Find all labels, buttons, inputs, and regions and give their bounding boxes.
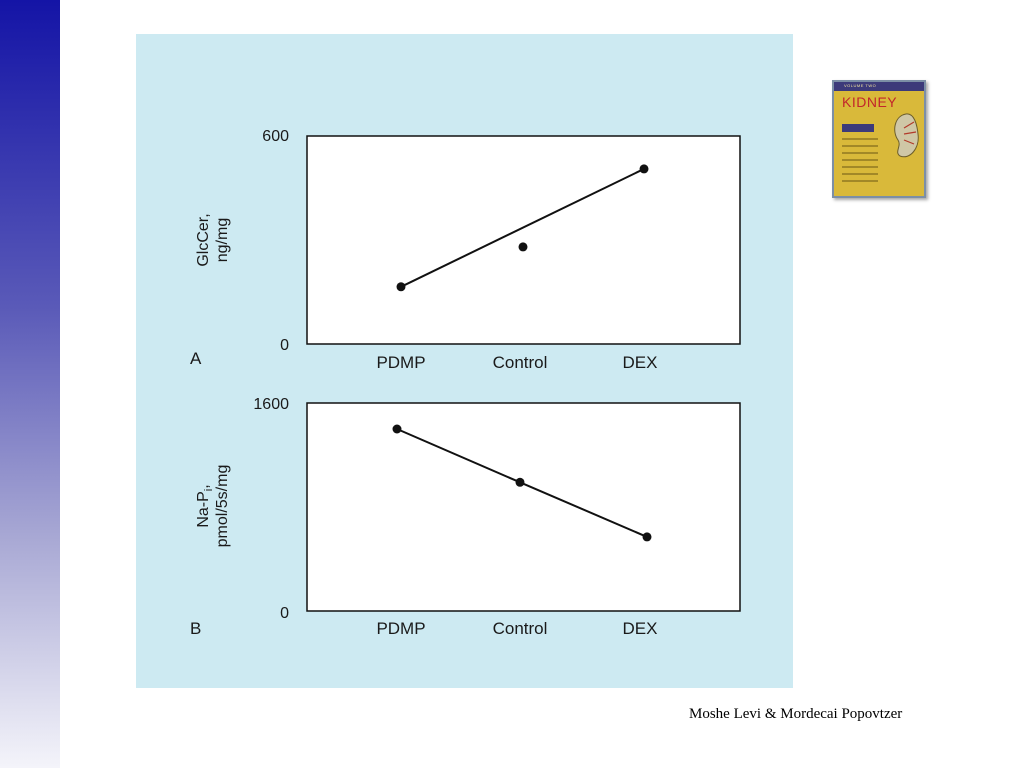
chart-a-xtick-pdmp: PDMP xyxy=(376,353,425,372)
chart-a-ylabel-line2: ng/mg xyxy=(214,218,231,262)
chart-b-ytick-bottom: 0 xyxy=(280,605,289,622)
figure-panel: 600 0 A GlcCer, ng/mg PDMP Control DEX 1… xyxy=(136,34,793,688)
chart-a-ytick-bottom: 0 xyxy=(280,337,289,354)
kidney-book-cover: VOLUME TWO KIDNEY xyxy=(832,80,926,198)
book-text-lines xyxy=(842,138,878,187)
slide-side-bar xyxy=(0,0,60,768)
chart-b-ylabel-comma: , xyxy=(195,484,212,488)
chart-b-ylabel-line1: Na-Pi, xyxy=(195,484,215,527)
figure-svg: 600 0 A GlcCer, ng/mg PDMP Control DEX 1… xyxy=(190,128,741,638)
chart-b-xtick-control: Control xyxy=(493,619,548,638)
chart-b-ytick-top: 1600 xyxy=(253,396,289,413)
book-editor-label xyxy=(842,124,874,132)
chart-a-fit-line xyxy=(400,168,645,288)
chart-b-plot-area xyxy=(306,402,741,612)
chart-b-xtick-pdmp: PDMP xyxy=(376,619,425,638)
chart-a-point-pdmp xyxy=(396,282,406,292)
chart-b-point-control xyxy=(515,477,525,487)
author-credit: Moshe Levi & Mordecai Popovtzer xyxy=(689,706,903,722)
chart-a-marks xyxy=(396,164,649,292)
chart-a-xtick-dex: DEX xyxy=(623,353,658,372)
kidney-illustration-icon xyxy=(894,113,919,158)
chart-a-point-dex xyxy=(639,164,649,174)
chart-b-ylabel-main: Na-P xyxy=(195,491,212,527)
chart-a-plot-area xyxy=(306,135,741,345)
chart-b-point-dex xyxy=(642,532,652,542)
chart-a-point-control xyxy=(518,242,528,252)
chart-a-xtick-control: Control xyxy=(493,353,548,372)
chart-b-point-pdmp xyxy=(392,424,402,434)
chart-b-ylabel-line2: pmol/5s/mg xyxy=(214,465,231,548)
chart-b-marks xyxy=(392,424,652,542)
chart-b-xtick-dex: DEX xyxy=(623,619,658,638)
book-top-band: VOLUME TWO xyxy=(834,82,924,91)
chart-b-ylabel-subscript: i xyxy=(203,489,215,491)
chart-b-ylabel: Na-Pi, pmol/5s/mg xyxy=(195,465,231,548)
book-title: KIDNEY xyxy=(842,94,898,110)
chart-a-ytick-top: 600 xyxy=(262,128,289,145)
chart-a-panel-label: A xyxy=(190,349,202,368)
chart-b-panel-label: B xyxy=(190,619,201,638)
chart-a-ylabel-line1: GlcCer, xyxy=(195,213,212,266)
chart-a-ylabel: GlcCer, ng/mg xyxy=(195,213,231,266)
book-band-text: VOLUME TWO xyxy=(844,83,877,88)
